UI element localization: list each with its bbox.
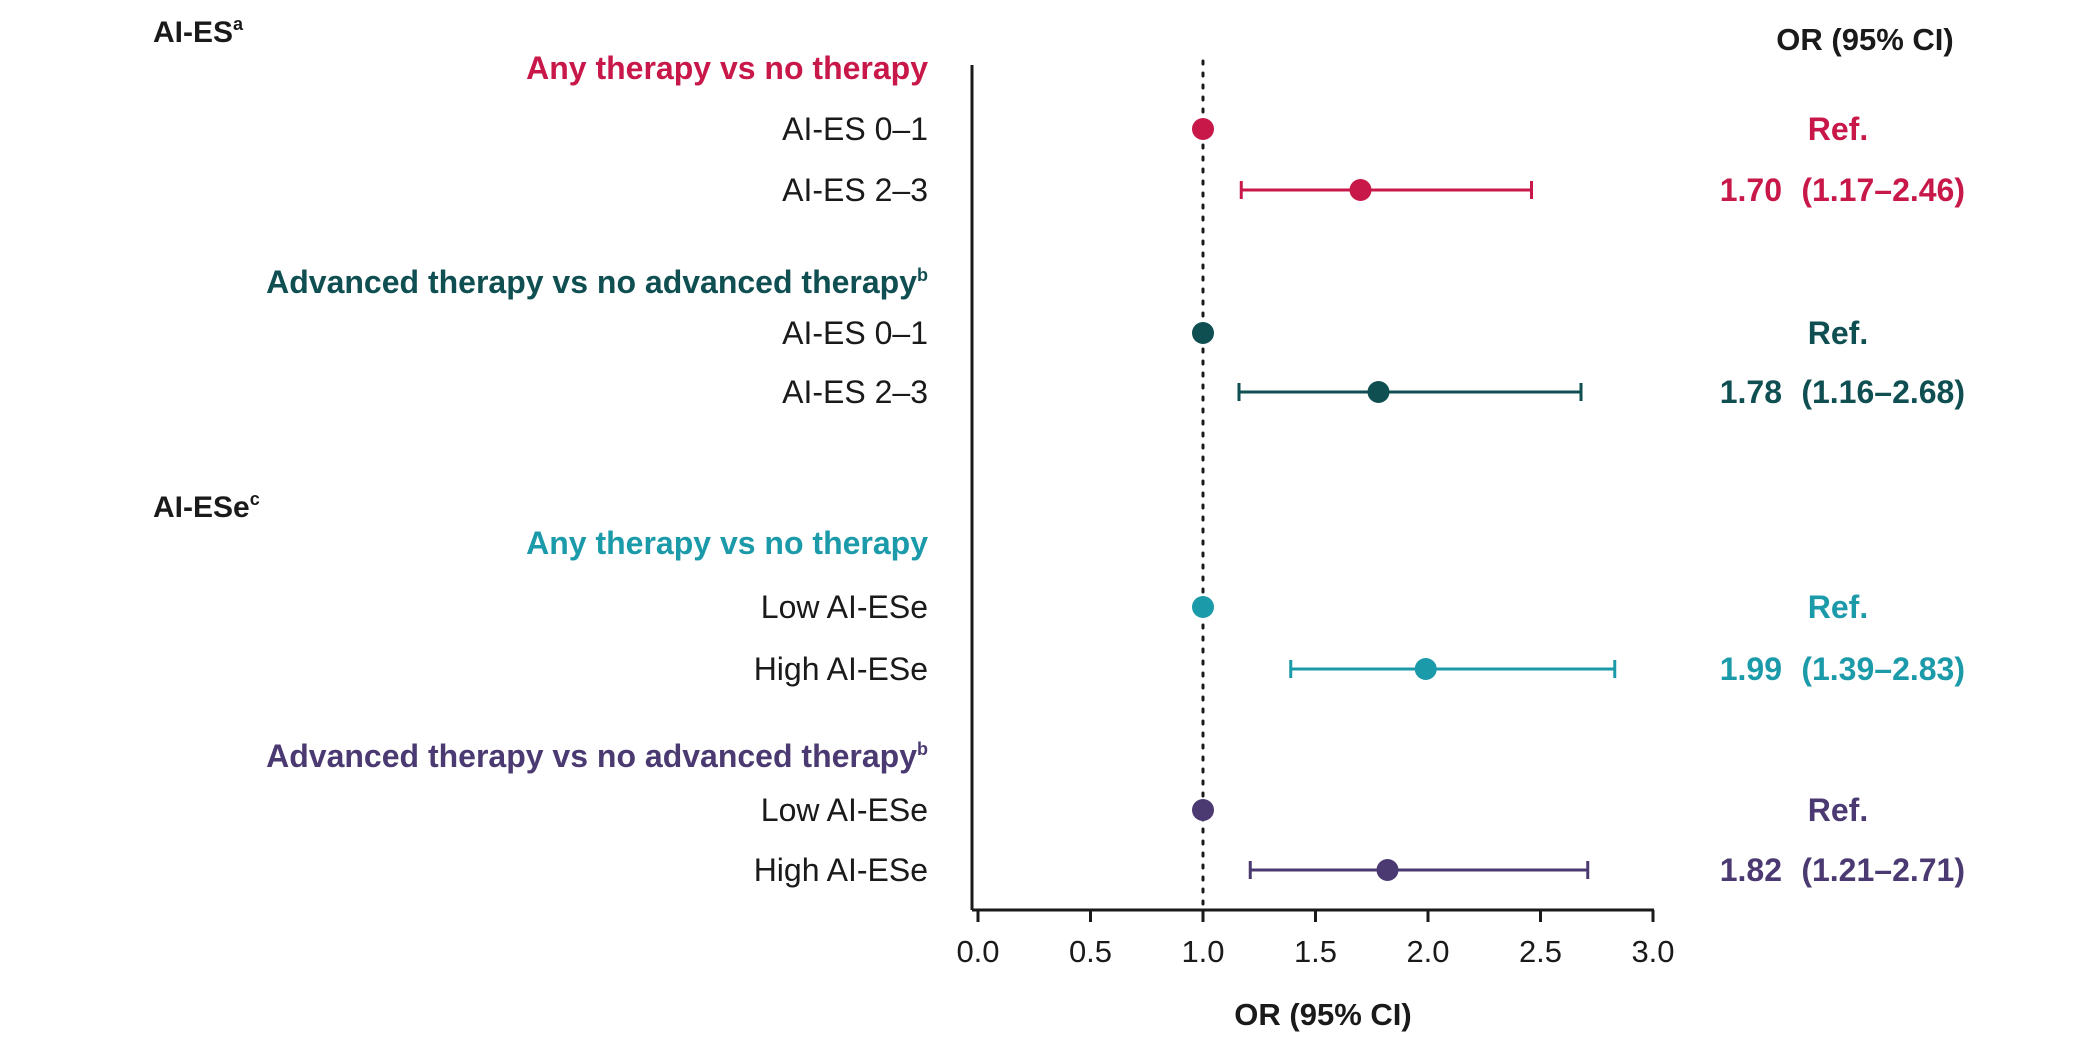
plot-area: 0.0 0.5 1.0 1.5 2.0 2.5 3.0 AI-ESa Any therapy v… — [153, 14, 1965, 969]
group-title: Advanced therapy vs no advanced therapyb — [266, 738, 928, 774]
row-label: AI-ES 2–3 — [782, 172, 928, 208]
group-title: Advanced therapy vs no advanced therapyb — [266, 264, 928, 300]
section-title: AI-ESec — [153, 489, 260, 524]
row-label: AI-ES 2–3 — [782, 374, 928, 410]
x-tick-label: 1.5 — [1294, 934, 1337, 969]
group-title-text: Advanced therapy vs no advanced therapy — [266, 264, 917, 300]
x-tick-label: 2.5 — [1519, 934, 1562, 969]
x-tick-label: 3.0 — [1631, 934, 1674, 969]
ci-value: (1.39–2.83) — [1801, 651, 1965, 687]
or-point — [1414, 658, 1437, 680]
ci-value: (1.17–2.46) — [1801, 172, 1965, 208]
group-title-text: Any therapy vs no therapy — [526, 525, 928, 561]
or-point — [1192, 799, 1214, 821]
group-title-superscript: b — [917, 739, 928, 759]
section-title-superscript: c — [250, 489, 260, 509]
ci-value: (1.21–2.71) — [1801, 852, 1965, 888]
row-label: High AI-ESe — [754, 651, 928, 687]
group-title: Any therapy vs no therapy — [526, 50, 928, 86]
group-title: Any therapy vs no therapy — [526, 525, 928, 561]
group-title-text: Advanced therapy vs no advanced therapy — [266, 738, 917, 774]
x-axis-title: OR (95% CI) — [1234, 997, 1411, 1032]
row-label: Low AI-ESe — [761, 589, 928, 625]
or-point — [1349, 179, 1372, 201]
or-value: 1.99 — [1720, 651, 1782, 687]
x-tick-label: 0.0 — [956, 934, 999, 969]
x-tick-label: 1.0 — [1181, 934, 1224, 969]
or-value: 1.78 — [1720, 374, 1782, 410]
or-point — [1376, 859, 1399, 881]
or-value: 1.82 — [1720, 852, 1782, 888]
ref-label: Ref. — [1808, 589, 1868, 625]
or-ci-header: OR (95% CI) — [1776, 22, 1953, 57]
section-title-text: AI-ES — [153, 16, 233, 49]
or-point — [1192, 118, 1214, 140]
or-point — [1192, 596, 1214, 618]
section-title: AI-ESa — [153, 14, 244, 49]
section-title-text: AI-ESe — [153, 491, 250, 524]
or-point — [1367, 381, 1390, 403]
row-label: AI-ES 0–1 — [782, 111, 928, 147]
x-tick-label: 0.5 — [1069, 934, 1112, 969]
x-tick-label: 2.0 — [1406, 934, 1449, 969]
section-title-superscript: a — [233, 14, 244, 34]
or-value: 1.70 — [1720, 172, 1782, 208]
row-label: High AI-ESe — [754, 852, 928, 888]
group-title-superscript: b — [917, 265, 928, 285]
ref-label: Ref. — [1808, 111, 1868, 147]
ref-label: Ref. — [1808, 792, 1868, 828]
row-label: AI-ES 0–1 — [782, 315, 928, 351]
ref-label: Ref. — [1808, 315, 1868, 351]
or-point — [1192, 322, 1214, 344]
row-label: Low AI-ESe — [761, 792, 928, 828]
ci-value: (1.16–2.68) — [1801, 374, 1965, 410]
group-title-text: Any therapy vs no therapy — [526, 50, 928, 86]
